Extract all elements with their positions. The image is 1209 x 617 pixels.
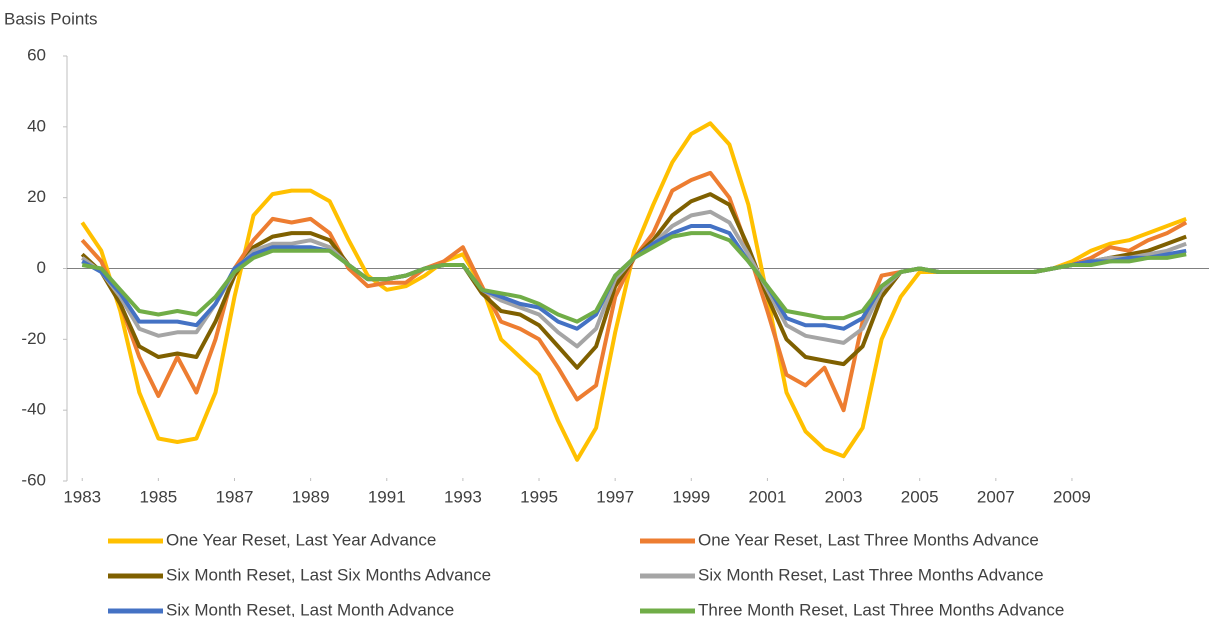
- y-tick-label: 0: [37, 258, 46, 277]
- legend-label: Six Month Reset, Last Three Months Advan…: [698, 565, 1044, 584]
- y-tick-label: -20: [21, 329, 46, 348]
- x-tick-label: 1997: [596, 487, 634, 506]
- x-tick-label: 1989: [292, 487, 330, 506]
- series-line: [80, 192, 1187, 370]
- y-tick-label: 40: [27, 116, 46, 135]
- series-line: [81, 231, 1187, 324]
- x-tick-label: 1999: [672, 487, 710, 506]
- x-tick-label: 1991: [368, 487, 406, 506]
- y-tick-label: -60: [21, 470, 46, 489]
- y-tick-label: 20: [27, 187, 46, 206]
- series-line: [80, 121, 1187, 462]
- legend-label: Six Month Reset, Last Six Months Advance: [166, 565, 491, 584]
- x-tick-label: 2005: [901, 487, 939, 506]
- legend-label: Six Month Reset, Last Month Advance: [166, 600, 454, 617]
- y-tick-label: -40: [21, 400, 46, 419]
- legend-label: One Year Reset, Last Three Months Advanc…: [698, 530, 1039, 549]
- x-tick-label: 2009: [1053, 487, 1091, 506]
- x-tick-label: 2007: [977, 487, 1015, 506]
- x-tick-label: 1995: [520, 487, 558, 506]
- x-tick-label: 1993: [444, 487, 482, 506]
- y-tick-label: 60: [27, 45, 46, 64]
- x-tick-label: 2003: [825, 487, 863, 506]
- y-axis-label: Basis Points: [4, 9, 98, 28]
- x-tick-label: 1983: [63, 487, 101, 506]
- x-tick-label: 1985: [139, 487, 177, 506]
- x-tick-label: 1987: [216, 487, 254, 506]
- x-tick-label: 2001: [749, 487, 787, 506]
- series-line: [80, 170, 1188, 413]
- legend-label: Three Month Reset, Last Three Months Adv…: [698, 600, 1064, 617]
- legend-label: One Year Reset, Last Year Advance: [166, 530, 436, 549]
